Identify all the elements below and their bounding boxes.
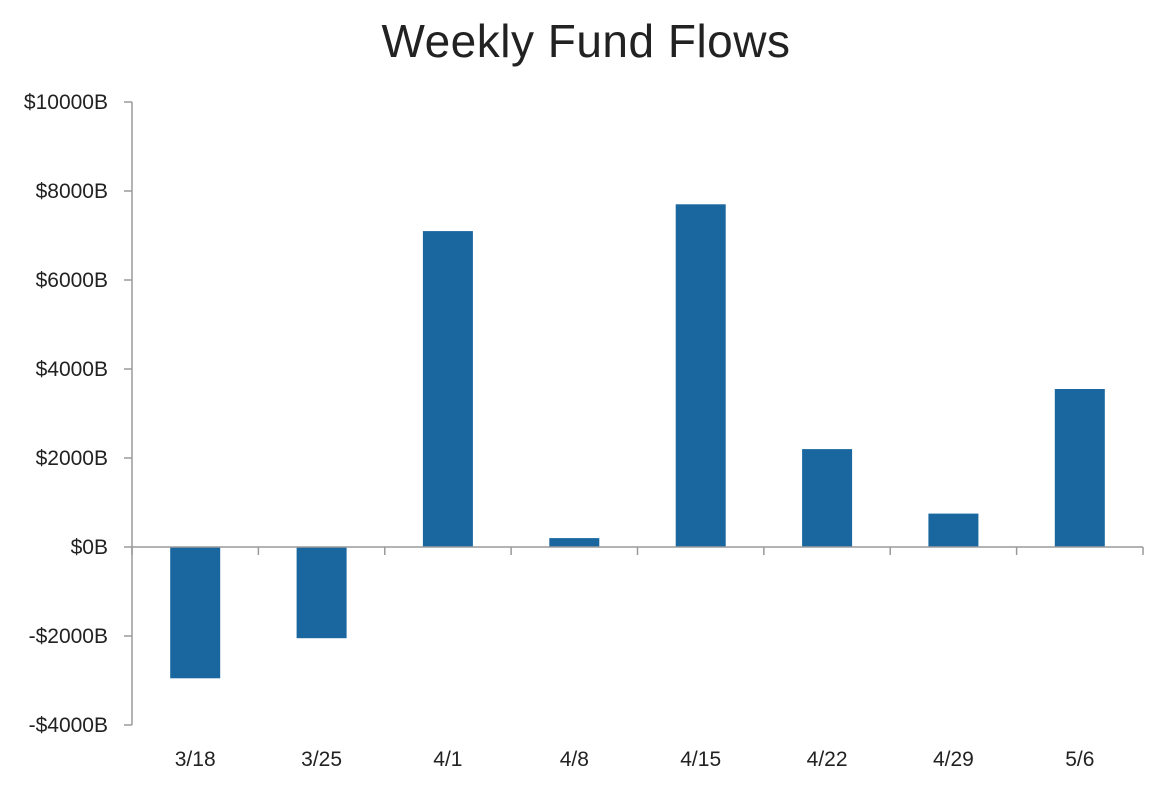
bar-4-1 xyxy=(422,231,473,547)
bar-3-18 xyxy=(170,547,221,679)
y-tick-label: -$4000B xyxy=(29,714,108,737)
y-tick-label: $4000B xyxy=(36,358,108,381)
x-tick-label: 4/8 xyxy=(560,748,589,771)
bar-4-22 xyxy=(802,449,853,547)
bar-4-29 xyxy=(928,513,979,547)
x-tick-label: 4/22 xyxy=(807,748,848,771)
x-tick-label: 4/1 xyxy=(433,748,462,771)
x-tick-label: 4/15 xyxy=(680,748,721,771)
y-tick-label: $2000B xyxy=(36,447,108,470)
bar-5-6 xyxy=(1054,389,1105,547)
x-tick-label: 3/18 xyxy=(175,748,216,771)
bar-4-8 xyxy=(549,538,600,547)
chart-title: Weekly Fund Flows xyxy=(381,15,791,67)
y-tick-label: $6000B xyxy=(36,269,108,292)
bar-4-15 xyxy=(675,204,726,547)
y-tick-label: $0B xyxy=(71,536,108,559)
x-tick-label: 5/6 xyxy=(1065,748,1094,771)
y-tick-label: -$2000B xyxy=(29,625,108,648)
bar-3-25 xyxy=(296,547,347,639)
y-tick-label: $8000B xyxy=(36,180,108,203)
x-tick-label: 4/29 xyxy=(933,748,974,771)
x-tick-label: 3/25 xyxy=(301,748,342,771)
y-tick-label: $10000B xyxy=(24,91,108,114)
